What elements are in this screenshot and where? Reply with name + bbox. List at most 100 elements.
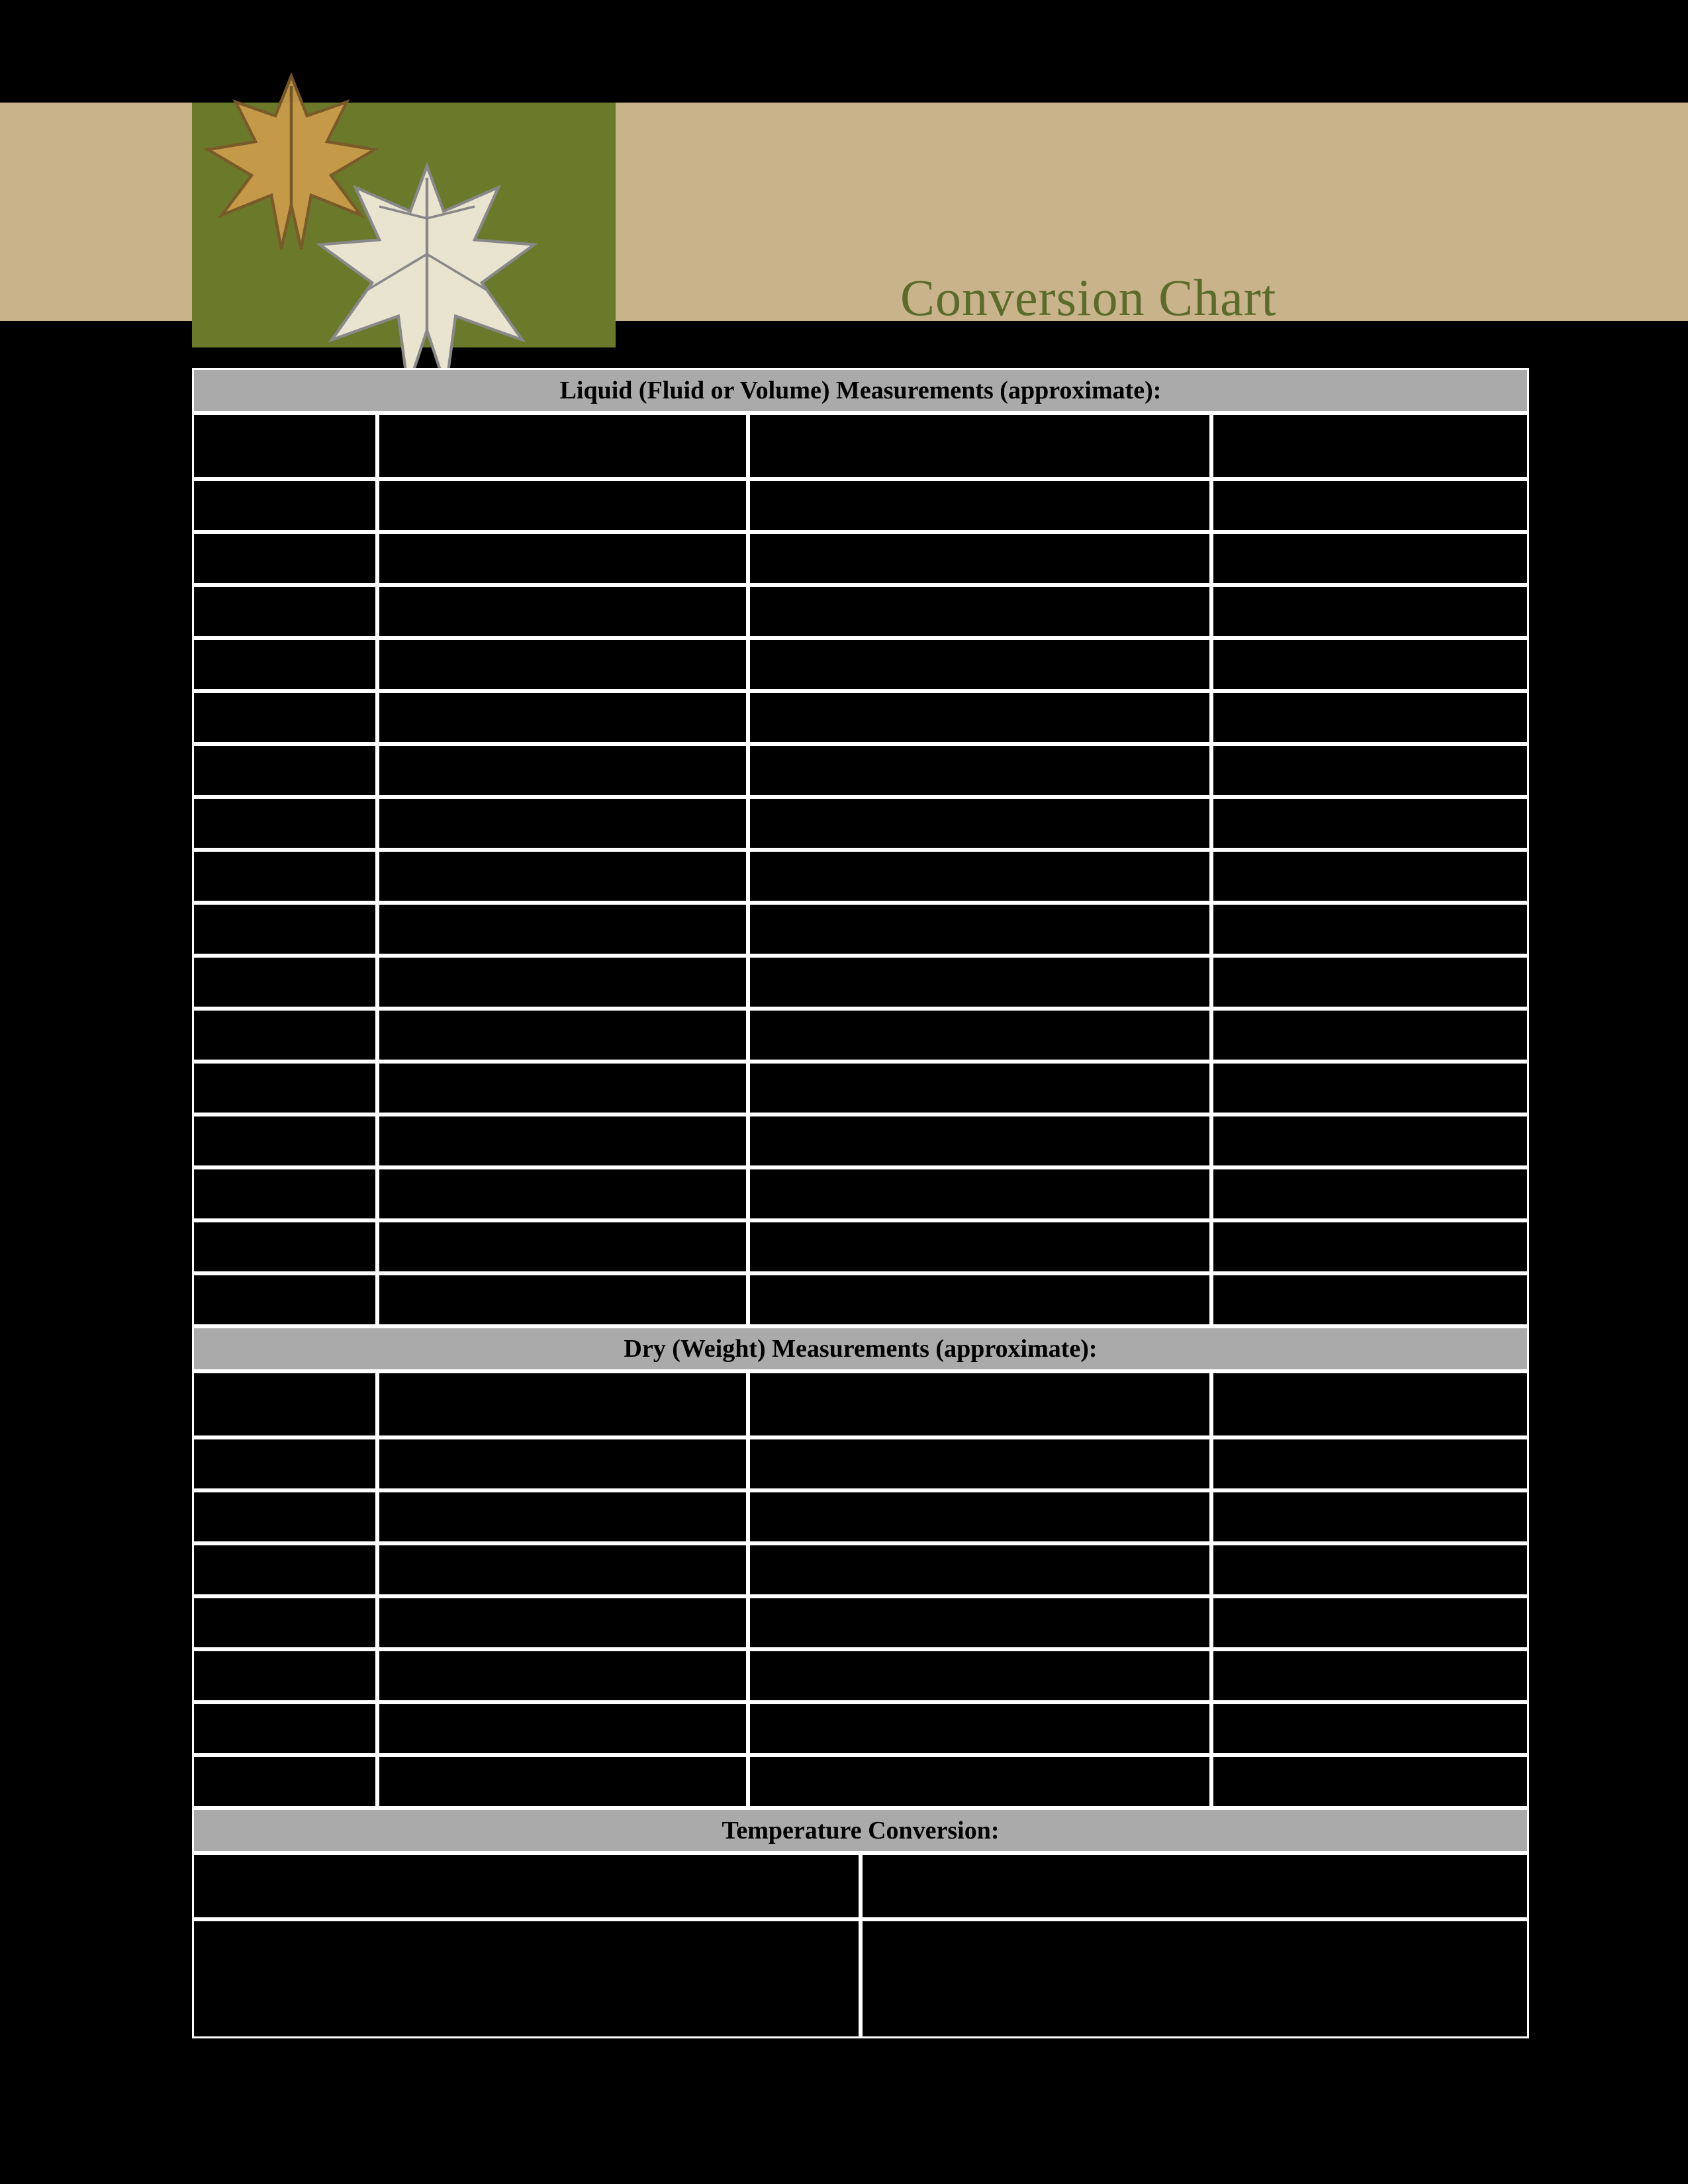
table-cell — [192, 1649, 377, 1702]
table-cell — [1211, 1009, 1529, 1062]
table-cell — [192, 532, 377, 585]
table-cell — [1211, 1490, 1529, 1543]
table-cell — [192, 1490, 377, 1543]
table-cell — [192, 1853, 861, 1919]
table-row — [192, 903, 1529, 956]
table-row — [192, 1437, 1529, 1490]
table-cell — [377, 1273, 748, 1326]
table-cell — [377, 850, 748, 903]
table-cell — [748, 1062, 1211, 1115]
table-cell — [192, 1437, 377, 1490]
table-row — [192, 1371, 1529, 1437]
table-row — [192, 1755, 1529, 1808]
table-cell — [377, 1543, 748, 1596]
table-cell — [377, 413, 748, 479]
table-row — [192, 1220, 1529, 1273]
table-cell — [192, 1115, 377, 1167]
table-cell — [1211, 744, 1529, 797]
table-cell — [748, 1167, 1211, 1220]
table-cell — [1211, 479, 1529, 532]
table-cell — [377, 1220, 748, 1273]
table-cell — [1211, 1755, 1529, 1808]
table-row — [192, 1009, 1529, 1062]
table-cell — [377, 1371, 748, 1437]
table-row — [192, 585, 1529, 638]
table-cell — [377, 956, 748, 1009]
table-cell — [377, 691, 748, 744]
table-cell — [748, 585, 1211, 638]
table-cell — [1211, 638, 1529, 691]
table-row — [192, 1543, 1529, 1596]
table-row — [192, 1062, 1529, 1115]
table-row — [192, 479, 1529, 532]
table-cell — [192, 1009, 377, 1062]
table-cell — [748, 1755, 1211, 1808]
table-cell — [1211, 1543, 1529, 1596]
table-cell — [748, 1220, 1211, 1273]
table-cell — [192, 479, 377, 532]
table-row — [192, 1115, 1529, 1167]
table-cell — [1211, 1220, 1529, 1273]
table-cell — [377, 1490, 748, 1543]
table-cell — [748, 956, 1211, 1009]
table-cell — [748, 903, 1211, 956]
table-cell — [748, 1371, 1211, 1437]
table-row — [192, 1167, 1529, 1220]
table-cell — [377, 903, 748, 956]
table-cell — [1211, 1115, 1529, 1167]
table-cell — [748, 850, 1211, 903]
table-cell — [377, 1702, 748, 1755]
table-row — [192, 1919, 1529, 2038]
table-cell — [1211, 585, 1529, 638]
table-row — [192, 1702, 1529, 1755]
table-cell — [377, 479, 748, 532]
table-cell — [1211, 956, 1529, 1009]
table-cell — [748, 1437, 1211, 1490]
table-cell — [377, 1115, 748, 1167]
table-cell — [1211, 1649, 1529, 1702]
table-row — [192, 532, 1529, 585]
section-header-liquid: Liquid (Fluid or Volume) Measurements (a… — [192, 368, 1529, 413]
table-cell — [377, 1167, 748, 1220]
table-cell — [748, 1009, 1211, 1062]
table-cell — [748, 1649, 1211, 1702]
table-cell — [1211, 1596, 1529, 1649]
table-row — [192, 1596, 1529, 1649]
table-cell — [1211, 903, 1529, 956]
table-cell — [192, 1220, 377, 1273]
table-cell — [192, 903, 377, 956]
table-cell — [192, 1919, 861, 2038]
table-row — [192, 850, 1529, 903]
table-row — [192, 797, 1529, 850]
table-cell — [192, 638, 377, 691]
table-cell — [377, 532, 748, 585]
table-cell — [192, 691, 377, 744]
table-cell — [192, 413, 377, 479]
table-cell — [377, 1596, 748, 1649]
table-cell — [748, 691, 1211, 744]
table-cell — [1211, 691, 1529, 744]
table-cell — [748, 1543, 1211, 1596]
table-cell — [748, 744, 1211, 797]
table-cell — [192, 585, 377, 638]
table-cell — [1211, 1062, 1529, 1115]
table-cell — [1211, 1702, 1529, 1755]
table-cell — [748, 1115, 1211, 1167]
table-cell — [1211, 413, 1529, 479]
table-cell — [377, 797, 748, 850]
table-cell — [377, 638, 748, 691]
table-cell — [748, 1596, 1211, 1649]
table-cell — [377, 1755, 748, 1808]
table-row — [192, 638, 1529, 691]
table-cell — [192, 1543, 377, 1596]
table-cell — [861, 1919, 1529, 2038]
table-cell — [748, 638, 1211, 691]
table-cell — [1211, 797, 1529, 850]
table-cell — [377, 1649, 748, 1702]
table-cell — [1211, 532, 1529, 585]
table-cell — [748, 479, 1211, 532]
table-cell — [748, 1702, 1211, 1755]
table-row — [192, 1853, 1529, 1919]
table-cell — [192, 797, 377, 850]
table-cell — [192, 1062, 377, 1115]
